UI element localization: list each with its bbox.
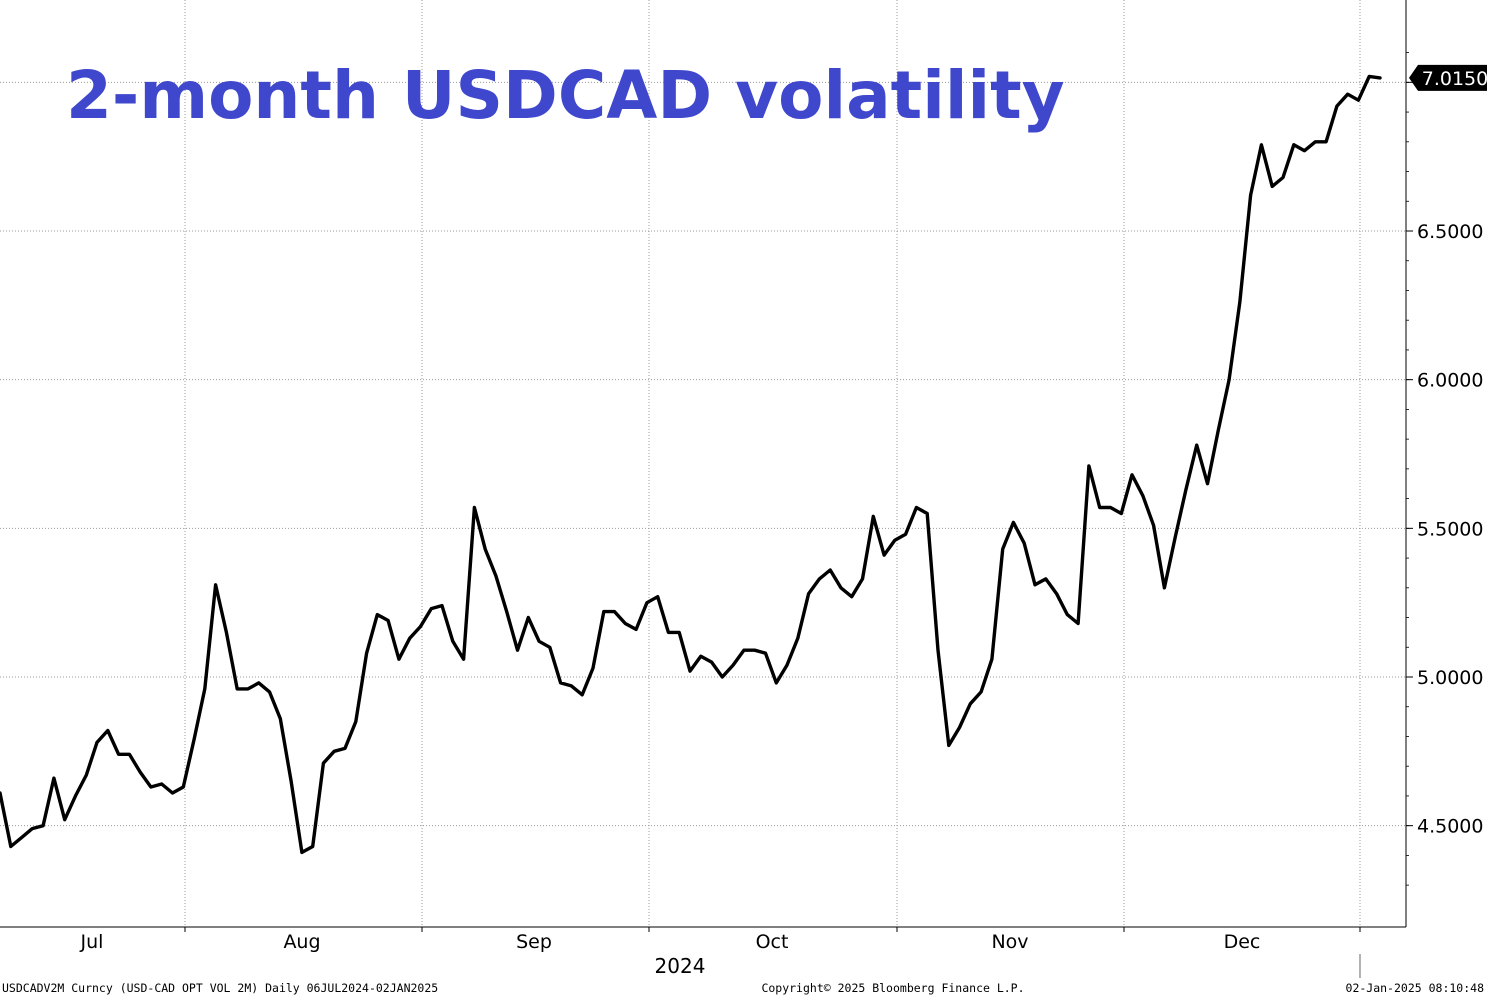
footer-source: USDCADV2M Curncy (USD-CAD OPT VOL 2M) Da…: [2, 981, 438, 995]
y-tick-label: 6.0000: [1417, 370, 1483, 392]
x-tick-label: Oct: [756, 931, 789, 953]
year-label: 2024: [655, 954, 706, 978]
x-tick-label: Jul: [80, 931, 104, 953]
y-tick-label: 6.5000: [1417, 221, 1483, 243]
label-layer: 4.5000 5.0000 5.5000 6.0000 6.5000 Jul Aug Sep O…: [80, 52, 1487, 953]
x-tick-label: Aug: [283, 931, 320, 953]
footer-timestamp: 02-Jan-2025 08:10:48: [1346, 981, 1485, 995]
series-line: [0, 74, 1382, 855]
series-layer: [0, 74, 1382, 855]
chart-title: 2-month USDCAD volatility: [66, 57, 1065, 134]
last-value-tag-shape: [1409, 64, 1487, 91]
x-tick-label: Sep: [516, 931, 552, 953]
y-tick-label: 5.5000: [1417, 518, 1483, 540]
x-tick-label: Dec: [1224, 931, 1261, 953]
y-tick-label: 5.0000: [1417, 667, 1483, 689]
y-tick-label: 4.5000: [1417, 816, 1483, 838]
x-tick-label: Nov: [991, 931, 1028, 953]
last-value-tag: 7.0150: [1409, 64, 1487, 91]
axis-layer: [0, 0, 1407, 928]
footer-copyright: Copyright© 2025 Bloomberg Finance L.P.: [761, 981, 1024, 995]
last-value-label: 7.0150: [1422, 68, 1487, 90]
